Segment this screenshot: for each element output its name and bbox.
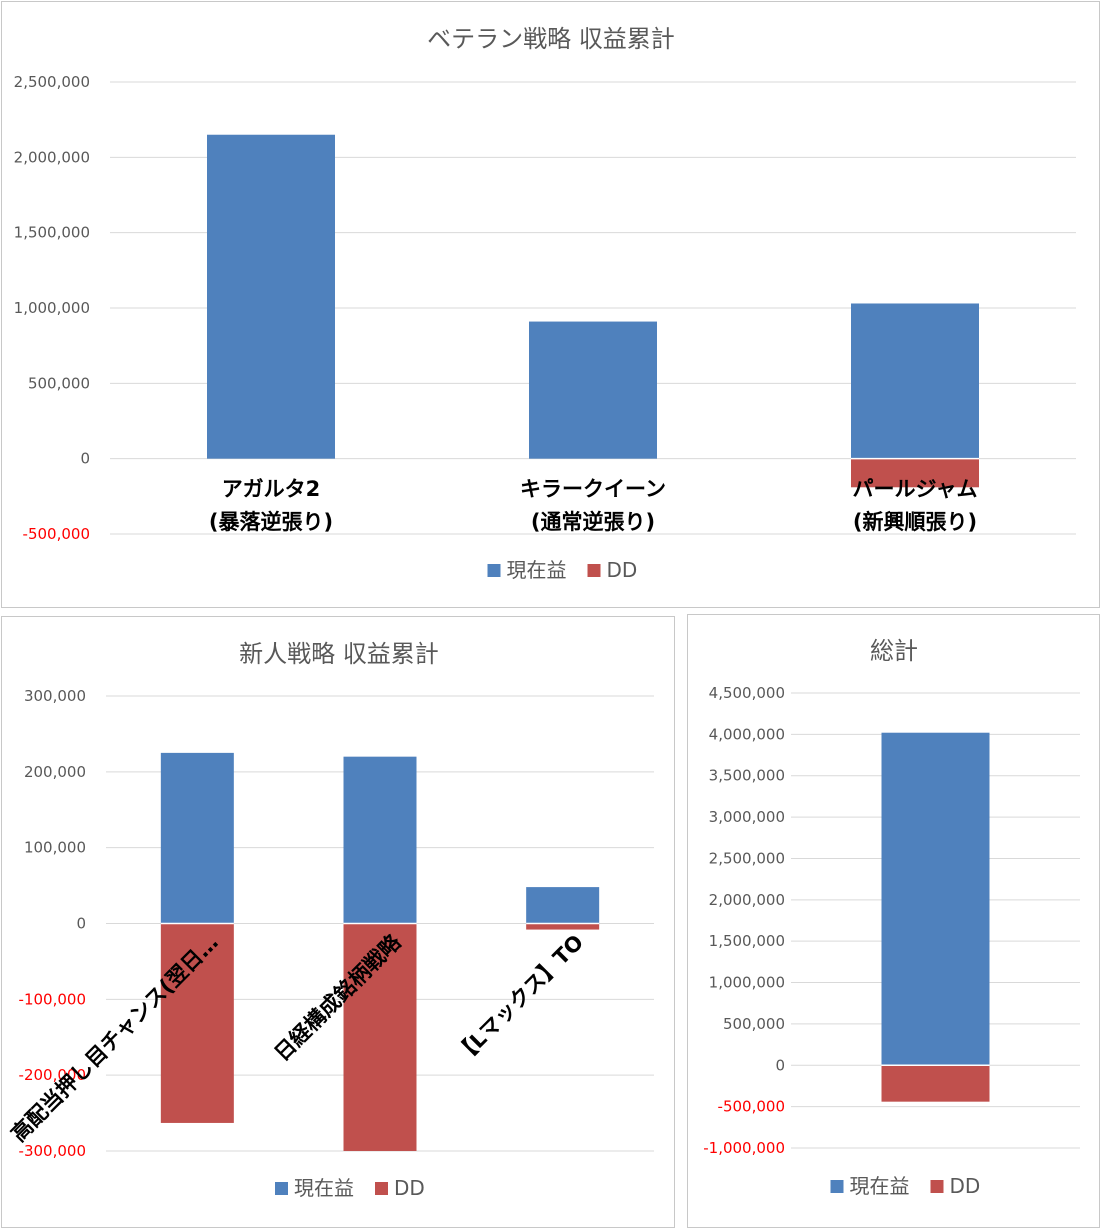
y-tick-label: 0 bbox=[775, 1056, 785, 1074]
y-tick-label: -200,000 bbox=[19, 1066, 86, 1084]
veteran-chart-panel: ベテラン戦略 収益累計 -500,000 0 500,000 1,000,000 1,5… bbox=[1, 1, 1100, 608]
legend-swatch-dd bbox=[375, 1182, 388, 1195]
bar-dd bbox=[526, 923, 600, 930]
y-tick-label: 4,000,000 bbox=[709, 725, 785, 743]
y-tick-label: -500,000 bbox=[23, 525, 90, 543]
total-chart: 総計 -1,000,000 -500,000 0 500,000 1,000,000 1,… bbox=[703, 637, 1080, 1198]
legend-swatch-current bbox=[275, 1182, 288, 1195]
chart-title: ベテラン戦略 収益累計 bbox=[427, 25, 675, 53]
newcomer-chart: 新人戦略 収益累計 -300,000 -200,000 -100,000 0 100,0… bbox=[7, 640, 654, 1200]
category-label: キラークイーン bbox=[520, 477, 666, 501]
legend-label-current: 現在益 bbox=[850, 1174, 910, 1198]
bar-current bbox=[343, 756, 417, 924]
bar-current bbox=[881, 732, 990, 1066]
bar-dd bbox=[160, 923, 234, 1123]
legend-swatch-dd bbox=[587, 564, 601, 577]
legend-swatch-current bbox=[830, 1180, 844, 1193]
bar-current bbox=[851, 303, 979, 459]
y-tick-label: -300,000 bbox=[19, 1142, 86, 1160]
y-tick-label: 300,000 bbox=[24, 687, 86, 705]
legend-label-dd: DD bbox=[607, 558, 638, 582]
y-tick-label: 1,500,000 bbox=[709, 932, 785, 950]
y-tick-label: 1,000,000 bbox=[709, 974, 785, 992]
y-tick-label: 2,500,000 bbox=[709, 849, 785, 867]
y-tick-label: 1,500,000 bbox=[14, 224, 90, 242]
y-tick-label: -100,000 bbox=[19, 990, 86, 1008]
legend-swatch-current bbox=[487, 564, 501, 577]
legend-swatch-dd bbox=[930, 1180, 944, 1193]
legend-label-dd: DD bbox=[950, 1174, 981, 1198]
y-tick-label: -1,000,000 bbox=[703, 1139, 785, 1157]
y-tick-label: -500,000 bbox=[718, 1098, 785, 1116]
y-tick-label: 0 bbox=[80, 450, 90, 468]
y-tick-label: 2,000,000 bbox=[709, 891, 785, 909]
total-chart-panel: 総計 -1,000,000 -500,000 0 500,000 1,000,000 1,… bbox=[687, 614, 1100, 1228]
bar-dd bbox=[343, 923, 417, 1151]
y-tick-label: 200,000 bbox=[24, 763, 86, 781]
bar-current bbox=[207, 134, 335, 459]
y-tick-label: 3,500,000 bbox=[709, 767, 785, 785]
y-tick-label: 2,000,000 bbox=[14, 148, 90, 166]
chart-title: 新人戦略 収益累計 bbox=[239, 640, 439, 668]
category-label: (新興順張り) bbox=[853, 510, 977, 534]
y-tick-label: 100,000 bbox=[24, 839, 86, 857]
bar-current bbox=[526, 887, 600, 924]
legend-label-current: 現在益 bbox=[507, 558, 567, 582]
y-tick-label: 1,000,000 bbox=[14, 299, 90, 317]
category-label: (暴落逆張り) bbox=[209, 510, 333, 534]
y-tick-label: 2,500,000 bbox=[14, 73, 90, 91]
veteran-chart: ベテラン戦略 収益累計 -500,000 0 500,000 1,000,000 1,5… bbox=[14, 25, 1076, 582]
category-label: パールジャム bbox=[853, 477, 978, 501]
bar-current bbox=[160, 752, 234, 924]
category-label: (通常逆張り) bbox=[531, 510, 655, 534]
bar-dd bbox=[881, 1065, 990, 1102]
newcomer-chart-panel: 新人戦略 収益累計 -300,000 -200,000 -100,000 0 100,0… bbox=[1, 616, 675, 1228]
y-tick-label: 4,500,000 bbox=[709, 684, 785, 702]
legend-label-dd: DD bbox=[394, 1176, 425, 1200]
y-tick-label: 3,000,000 bbox=[709, 808, 785, 826]
y-tick-label: 500,000 bbox=[28, 374, 90, 392]
chart-title: 総計 bbox=[870, 637, 918, 665]
bar-current bbox=[529, 321, 657, 459]
bar-dd bbox=[851, 458, 979, 488]
legend-label-current: 現在益 bbox=[294, 1176, 354, 1200]
y-tick-label: 0 bbox=[76, 915, 86, 933]
y-tick-label: 500,000 bbox=[723, 1015, 785, 1033]
category-label: アガルタ2 bbox=[222, 477, 321, 501]
